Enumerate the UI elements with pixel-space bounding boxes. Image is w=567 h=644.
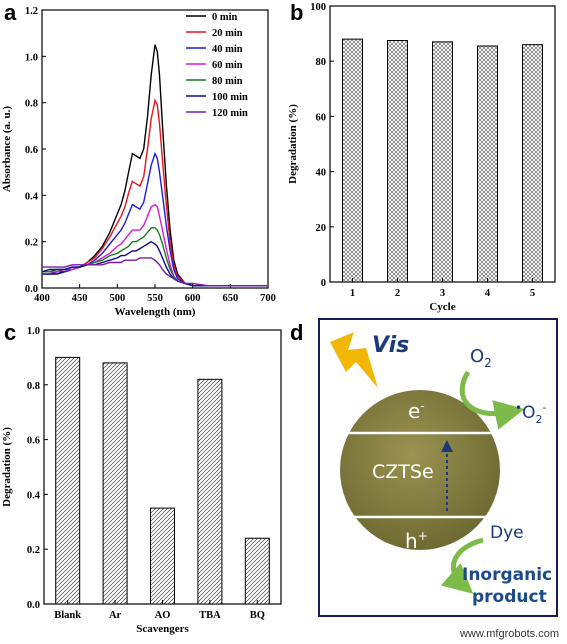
x-tick-label: AO — [155, 610, 171, 621]
y-tick-label: 0.6 — [25, 145, 38, 156]
panel-a-letter: a — [4, 0, 17, 25]
watermark: www.mfgrobots.com — [459, 628, 559, 640]
bar-4 — [477, 45, 498, 283]
y-tick-label: 1.2 — [25, 6, 38, 17]
oxidation-arrow — [440, 537, 484, 594]
panel-d-letter: d — [290, 320, 303, 345]
bar-Blank — [55, 356, 81, 605]
x-tick-label: 650 — [222, 293, 238, 304]
x-tick-label: TBA — [199, 610, 221, 621]
electron-label: e- — [408, 399, 425, 423]
y-tick-label: 1.0 — [27, 326, 40, 337]
reduction-arrow — [459, 370, 525, 430]
bar-3 — [432, 41, 453, 283]
series-line-80-min — [42, 227, 268, 287]
x-tick-label: 600 — [185, 293, 201, 304]
x-axis-title: Wavelength (nm) — [115, 306, 196, 318]
series-line-120-min — [42, 257, 268, 287]
x-tick-label: 2 — [395, 288, 400, 299]
x-tick-label: 500 — [109, 293, 125, 304]
chart-c-scavengers: 0.0 0.2 0.4 0.6 0.8 1.0 Blank Ar AO TBA BQ Scavenge… — [1, 326, 282, 635]
chart-a-absorbance: 400 450 500 550 600 650 700 0.0 0.2 0.4 0.6 0.8 1.0 1… — [1, 6, 276, 318]
y-tick-label: 0.8 — [27, 381, 40, 392]
y-tick-label: 0.2 — [25, 238, 38, 249]
lightning-icon — [330, 332, 378, 388]
y-axis-title: Degradation (%) — [287, 104, 299, 184]
legend-label: 0 min — [212, 12, 238, 23]
series-line-40-min — [42, 151, 268, 287]
bar-AO — [150, 507, 175, 605]
panel-c-letter: c — [4, 320, 16, 345]
x-tick-label: 400 — [34, 293, 50, 304]
x-tick-label: 1 — [350, 288, 355, 299]
chart-b-cycles: 0 20 40 60 80 100 1 2 3 4 5 Cycle Degradation (%) — [287, 2, 556, 313]
y-tick-label: 1.0 — [25, 52, 38, 63]
legend-label: 20 min — [212, 28, 243, 39]
series-line-60-min — [42, 203, 268, 287]
legend-label: 100 min — [212, 92, 248, 103]
y-tick-label: 0 — [321, 278, 326, 289]
y-tick-label: 20 — [316, 223, 327, 234]
bar-2 — [387, 40, 408, 283]
x-tick-label: Blank — [54, 610, 81, 621]
bar-TBA — [197, 378, 223, 605]
dye-label: Dye — [490, 523, 524, 543]
product-line2: product — [472, 587, 547, 607]
oxygen-label: O2 — [470, 346, 492, 370]
y-axis-title: Absorbance (a. u.) — [1, 106, 13, 193]
y-tick-label: 80 — [316, 57, 327, 68]
product-line1: Inorganic — [462, 565, 552, 585]
y-tick-label: 0.0 — [25, 284, 38, 295]
superoxide-label: •O2- — [515, 401, 546, 426]
x-tick-label: 3 — [440, 288, 445, 299]
series-line-20-min — [42, 98, 268, 287]
schematic-panel: Vis e- CZTSe h+ O2 •O2- Dye Inorganic pr… — [318, 318, 558, 617]
bar-BQ — [244, 537, 270, 605]
series-line-100-min — [41, 240, 268, 287]
y-tick-label: 100 — [310, 2, 326, 13]
bar-Ar — [102, 362, 128, 605]
bar-1 — [342, 38, 363, 283]
x-tick-label: BQ — [250, 610, 265, 621]
cztse-particle — [340, 390, 500, 550]
vis-label: Vis — [372, 333, 409, 358]
x-tick-label: 450 — [72, 293, 88, 304]
legend-label: 120 min — [212, 108, 248, 119]
y-tick-label: 40 — [316, 168, 327, 179]
y-tick-label: 0.4 — [25, 191, 39, 202]
y-tick-label: 0.8 — [25, 99, 38, 110]
x-axis-title: Scavengers — [136, 623, 189, 635]
x-tick-label: 4 — [485, 288, 491, 299]
panel-b-letter: b — [290, 0, 303, 25]
y-tick-label: 60 — [316, 112, 327, 123]
x-axis-title: Cycle — [429, 301, 455, 313]
y-tick-label: 0.0 — [27, 600, 40, 611]
y-tick-label: 0.2 — [27, 545, 40, 556]
hole-label: h+ — [405, 529, 428, 553]
x-tick-label: 700 — [260, 293, 276, 304]
y-axis-title: Degradation (%) — [1, 427, 13, 507]
material-label: CZTSe — [372, 461, 434, 483]
x-tick-label: 550 — [147, 293, 163, 304]
legend-label: 40 min — [212, 44, 243, 55]
y-tick-label: 0.4 — [27, 490, 41, 501]
bar-5 — [522, 44, 543, 283]
legend-label: 80 min — [212, 76, 243, 87]
y-tick-label: 0.6 — [27, 436, 40, 447]
legend-label: 60 min — [212, 60, 243, 71]
x-tick-label: Ar — [109, 610, 122, 621]
x-tick-label: 5 — [530, 288, 535, 299]
